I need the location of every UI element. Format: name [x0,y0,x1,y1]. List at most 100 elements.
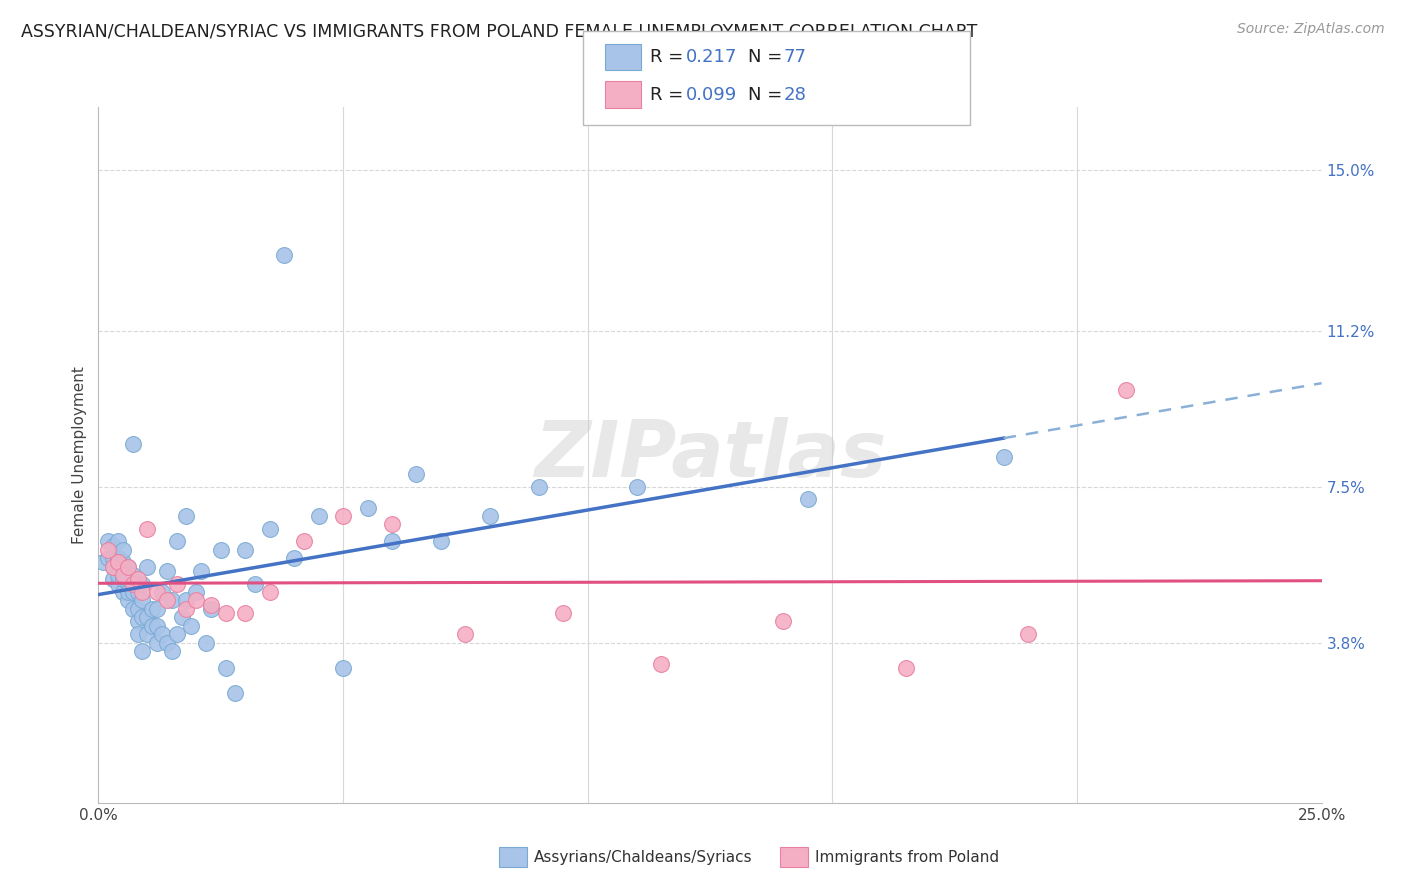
Point [243,576,266,591]
Point [117,585,139,599]
Point [224,686,246,700]
Point [117,559,139,574]
Point [136,627,159,641]
Point [180,618,202,632]
Point [111,542,134,557]
Point [332,509,354,524]
Point [117,576,139,591]
Point [127,627,149,641]
Point [131,644,153,658]
Point [150,585,173,599]
Point [1017,627,1039,641]
Point [107,534,129,549]
Point [200,598,222,612]
Point [111,572,134,586]
Point [107,576,129,591]
Point [107,551,129,566]
Point [111,585,134,599]
Point [214,606,236,620]
Point [111,556,134,570]
Point [156,635,179,649]
Point [430,534,453,549]
Point [136,610,159,624]
Point [214,661,236,675]
Point [97,542,120,557]
Point [176,602,198,616]
Text: ASSYRIAN/CHALDEAN/SYRIAC VS IMMIGRANTS FROM POLAND FEMALE UNEMPLOYMENT CORRELATI: ASSYRIAN/CHALDEAN/SYRIAC VS IMMIGRANTS F… [21,22,977,40]
Point [166,576,188,591]
Point [117,593,139,607]
Point [117,572,139,586]
Text: R =: R = [650,48,689,66]
Point [146,602,169,616]
Point [131,576,153,591]
Point [381,517,404,532]
Point [141,618,163,632]
Point [176,593,198,607]
Point [127,585,149,599]
Point [107,556,129,570]
Point [111,564,134,578]
Text: 77: 77 [783,48,806,66]
Point [101,572,124,586]
Point [101,559,124,574]
Point [209,542,232,557]
Point [150,627,173,641]
Text: Immigrants from Poland: Immigrants from Poland [815,850,1000,864]
Point [772,615,794,629]
Point [195,635,218,649]
Point [233,542,256,557]
Y-axis label: Female Unemployment: Female Unemployment [72,366,87,544]
Point [454,627,477,641]
Point [797,492,820,507]
Text: R =: R = [650,86,689,103]
Point [97,534,120,549]
Point [405,467,427,481]
Point [273,247,295,261]
Point [131,585,153,599]
Point [186,585,208,599]
Point [894,661,917,675]
Point [259,585,281,599]
Point [156,564,179,578]
Point [259,522,281,536]
Point [190,564,212,578]
Point [478,509,501,524]
Point [101,539,124,553]
Point [292,534,315,549]
Point [233,606,256,620]
Text: Source: ZipAtlas.com: Source: ZipAtlas.com [1237,22,1385,37]
Point [101,559,124,574]
Point [121,576,143,591]
Point [200,602,222,616]
Point [553,606,575,620]
Point [381,534,404,549]
Text: N =: N = [748,48,787,66]
Point [308,509,330,524]
Text: Assyrians/Chaldeans/Syriacs: Assyrians/Chaldeans/Syriacs [534,850,752,864]
Text: 28: 28 [783,86,806,103]
Text: N =: N = [748,86,787,103]
Point [97,551,120,566]
Point [146,585,169,599]
Point [91,556,114,570]
Text: 0.099: 0.099 [686,86,737,103]
Point [176,509,198,524]
Point [283,551,305,566]
Point [107,564,129,578]
Point [127,615,149,629]
Point [1115,383,1137,397]
Text: ZIPatlas: ZIPatlas [534,417,886,493]
Point [146,635,169,649]
Point [111,568,134,582]
Point [186,593,208,607]
Point [136,522,159,536]
Point [121,437,143,451]
Point [527,479,550,493]
Point [121,568,143,582]
Point [121,602,143,616]
Point [141,602,163,616]
Point [993,450,1015,464]
Point [101,551,124,566]
Point [332,661,354,675]
